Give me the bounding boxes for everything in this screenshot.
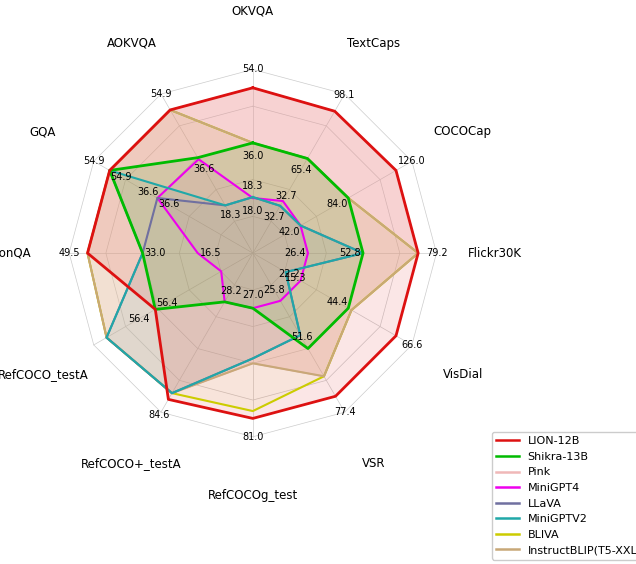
Text: 52.8: 52.8 (340, 248, 361, 258)
Text: 18.3: 18.3 (242, 181, 263, 191)
Text: 56.4: 56.4 (156, 298, 177, 308)
Polygon shape (88, 110, 418, 411)
Text: 28.2: 28.2 (220, 286, 242, 296)
Polygon shape (157, 159, 308, 308)
Text: 126.0: 126.0 (398, 156, 425, 166)
Text: 84.0: 84.0 (326, 200, 348, 209)
Text: 36.6: 36.6 (158, 200, 179, 209)
Polygon shape (88, 110, 418, 393)
Text: 54.9: 54.9 (150, 89, 172, 99)
Text: 49.5: 49.5 (59, 248, 80, 258)
Text: 26.4: 26.4 (284, 248, 306, 258)
Text: 42.0: 42.0 (279, 227, 300, 237)
Text: 84.6: 84.6 (149, 410, 170, 420)
Text: 54.0: 54.0 (242, 64, 263, 74)
Legend: LION-12B, Shikra-13B, Pink, MiniGPT4, LLaVA, MiniGPTV2, BLIVA, InstructBLIP(T5-X: LION-12B, Shikra-13B, Pink, MiniGPT4, LL… (492, 432, 636, 559)
Text: 44.4: 44.4 (326, 297, 348, 307)
Text: 36.6: 36.6 (137, 187, 158, 197)
Text: 51.6: 51.6 (291, 332, 312, 342)
Polygon shape (107, 197, 363, 393)
Text: 36.0: 36.0 (242, 151, 263, 161)
Polygon shape (88, 88, 418, 393)
Text: 16.5: 16.5 (200, 248, 221, 258)
Text: 22.2: 22.2 (279, 269, 300, 279)
Text: 56.4: 56.4 (128, 314, 150, 324)
Text: 36.6: 36.6 (193, 164, 215, 174)
Polygon shape (107, 170, 363, 393)
Text: 32.7: 32.7 (275, 191, 296, 201)
Text: 79.2: 79.2 (425, 248, 447, 258)
Text: 32.7: 32.7 (263, 212, 284, 222)
Text: 25.8: 25.8 (263, 285, 285, 295)
Text: 27.0: 27.0 (242, 290, 264, 301)
Text: 81.0: 81.0 (242, 432, 263, 442)
Text: 33.0: 33.0 (145, 248, 166, 258)
Text: 18.0: 18.0 (242, 206, 263, 216)
Text: 65.4: 65.4 (290, 165, 312, 175)
Polygon shape (88, 88, 418, 418)
Text: 98.1: 98.1 (333, 90, 355, 100)
Text: 15.3: 15.3 (284, 272, 306, 283)
Text: 54.9: 54.9 (83, 156, 104, 166)
Text: 18.3: 18.3 (220, 210, 242, 220)
Text: 54.9: 54.9 (110, 172, 132, 182)
Text: 66.6: 66.6 (401, 340, 422, 350)
Polygon shape (109, 143, 363, 349)
Text: 77.4: 77.4 (334, 407, 356, 417)
